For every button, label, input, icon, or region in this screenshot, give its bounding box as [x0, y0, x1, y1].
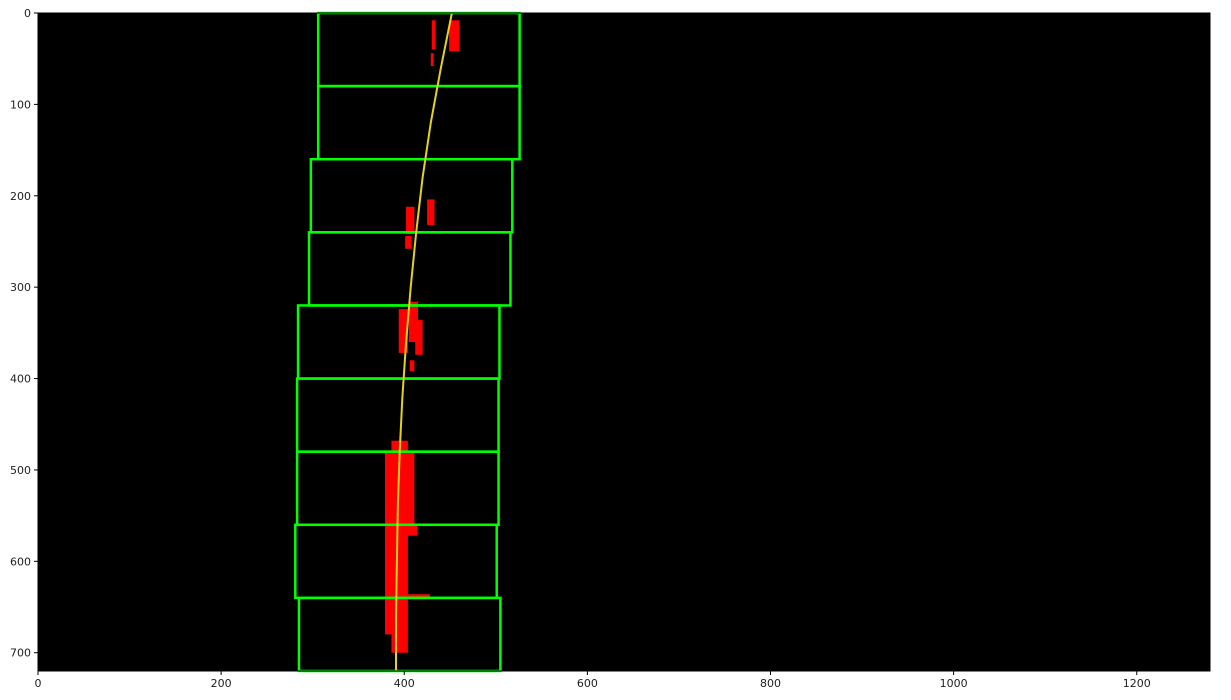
lane-pixel-cluster — [385, 451, 392, 525]
lane-pixel-cluster — [409, 360, 415, 372]
lane-pixel-cluster — [408, 301, 418, 342]
lane-pixel-cluster — [398, 309, 408, 353]
y-tick-label: 600 — [10, 555, 31, 568]
x-tick-label: 1200 — [1123, 677, 1151, 690]
lane-pixel-cluster — [431, 20, 436, 50]
y-tick-label: 100 — [10, 98, 31, 111]
y-tick-label: 500 — [10, 464, 31, 477]
lane-pixel-cluster — [407, 594, 430, 599]
plot-area — [38, 13, 1210, 671]
y-tick-label: 200 — [10, 190, 31, 203]
lane-pixel-cluster — [407, 524, 418, 536]
lane-pixel-cluster — [406, 206, 415, 235]
y-axis: 0 100 200 300 400 500 600 700 — [10, 7, 38, 660]
sliding-windows — [294, 11, 521, 673]
x-axis: 0 200 400 600 800 1000 1200 — [35, 671, 1151, 690]
lane-pixel-cluster — [427, 199, 435, 226]
lane-pixel-cluster — [407, 451, 415, 525]
x-tick-label: 600 — [577, 677, 598, 690]
lane-pixel-cluster — [430, 53, 434, 67]
x-tick-label: 200 — [211, 677, 232, 690]
x-tick-label: 0 — [35, 677, 42, 690]
lane-pixel-cluster — [405, 235, 412, 249]
y-tick-label: 0 — [24, 7, 31, 20]
lane-pixel-cluster — [415, 320, 423, 355]
y-tick-label: 400 — [10, 373, 31, 386]
plot-frame — [37, 12, 1211, 672]
lane-pixel-cluster — [449, 20, 460, 52]
y-tick-label: 700 — [10, 647, 31, 660]
x-tick-label: 400 — [394, 677, 415, 690]
y-tick-label: 300 — [10, 281, 31, 294]
x-tick-label: 800 — [760, 677, 781, 690]
lane-fit-curve — [395, 12, 453, 671]
x-tick-label: 1000 — [940, 677, 968, 690]
lane-pixel-cluster — [385, 524, 392, 635]
